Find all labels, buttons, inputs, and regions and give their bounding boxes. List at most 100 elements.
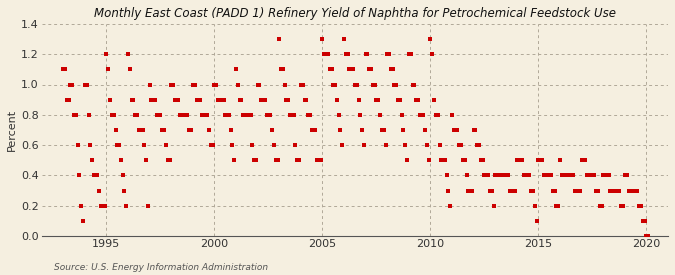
Point (94, 188, 105, 193)
Point (80, 82, 90, 87)
Point (256, 97, 267, 102)
Point (59, 67, 70, 72)
Point (391, 82, 402, 87)
Point (362, 52, 373, 56)
Point (421, 143, 432, 147)
Point (549, 188, 560, 193)
Point (188, 82, 198, 87)
Point (236, 97, 247, 102)
Point (603, 173, 614, 178)
Point (205, 143, 216, 147)
Point (556, 173, 567, 178)
Point (481, 173, 491, 178)
Point (371, 97, 382, 102)
Point (432, 112, 443, 117)
Point (414, 112, 425, 117)
Point (474, 143, 485, 147)
Point (542, 173, 553, 178)
Point (524, 173, 535, 178)
Point (410, 97, 421, 102)
Point (639, 219, 650, 223)
Text: Source: U.S. Energy Information Administration: Source: U.S. Energy Information Administ… (54, 263, 268, 272)
Point (65, 82, 76, 87)
Point (128, 97, 139, 102)
Point (495, 173, 506, 178)
Point (348, 67, 358, 72)
Point (103, 67, 113, 72)
Point (63, 97, 74, 102)
Point (178, 112, 189, 117)
Point (74, 173, 85, 178)
Point (508, 188, 518, 193)
Point (216, 97, 227, 102)
Point (540, 173, 551, 178)
Point (375, 112, 385, 117)
Point (248, 158, 259, 163)
Point (211, 82, 221, 87)
Point (583, 173, 594, 178)
Point (630, 188, 641, 193)
Point (117, 173, 128, 178)
Point (458, 158, 468, 163)
Point (445, 204, 456, 208)
Point (483, 173, 493, 178)
Point (364, 67, 375, 72)
Point (443, 188, 454, 193)
Point (155, 112, 166, 117)
Point (277, 67, 288, 72)
Point (382, 52, 393, 56)
Point (537, 158, 547, 163)
Point (167, 82, 178, 87)
Point (146, 97, 157, 102)
Point (643, 234, 653, 238)
Point (574, 188, 585, 193)
Point (452, 128, 463, 132)
Point (609, 188, 620, 193)
Point (599, 173, 610, 178)
Point (416, 112, 427, 117)
Point (634, 204, 645, 208)
Point (567, 173, 578, 178)
Point (173, 97, 184, 102)
Point (153, 112, 164, 117)
Point (232, 82, 243, 87)
Point (436, 158, 447, 163)
Point (504, 188, 515, 193)
Point (612, 188, 623, 193)
Point (350, 82, 360, 87)
Y-axis label: Percent: Percent (7, 109, 17, 151)
Point (213, 97, 223, 102)
Point (215, 97, 225, 102)
Point (321, 52, 331, 56)
Point (194, 97, 205, 102)
Point (346, 67, 356, 72)
Point (628, 188, 639, 193)
Point (636, 204, 647, 208)
Point (529, 204, 540, 208)
Point (490, 173, 501, 178)
Point (499, 173, 510, 178)
Point (439, 158, 450, 163)
Point (308, 128, 319, 132)
Point (86, 158, 97, 163)
Point (329, 82, 340, 87)
Point (353, 97, 364, 102)
Point (97, 204, 108, 208)
Point (81, 82, 92, 87)
Point (189, 82, 200, 87)
Point (283, 97, 294, 102)
Point (625, 188, 636, 193)
Point (121, 204, 132, 208)
Point (267, 128, 277, 132)
Point (281, 97, 292, 102)
Point (555, 158, 566, 163)
Point (558, 173, 569, 178)
Point (528, 188, 539, 193)
Point (177, 112, 188, 117)
Point (591, 188, 601, 193)
Point (427, 52, 437, 56)
Point (269, 143, 279, 147)
Point (76, 204, 86, 208)
Point (148, 97, 159, 102)
Point (477, 158, 488, 163)
